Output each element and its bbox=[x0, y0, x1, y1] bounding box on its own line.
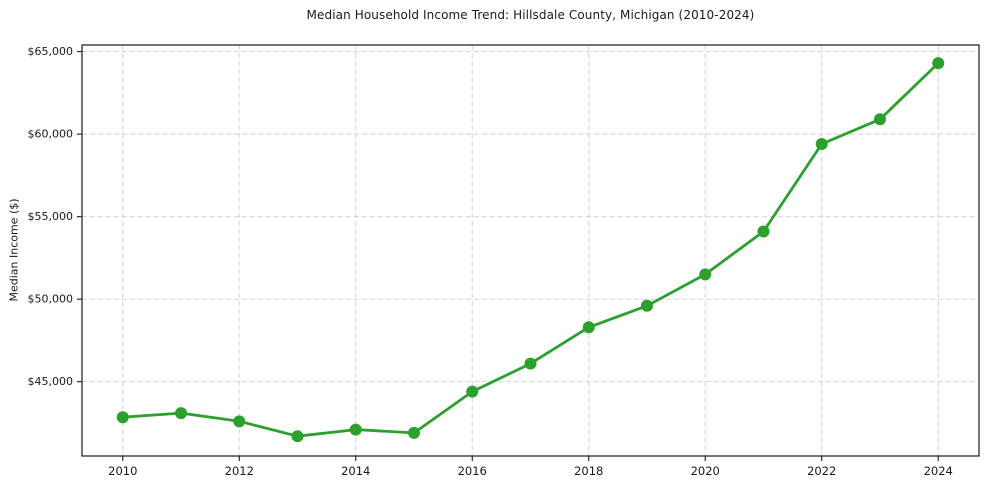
y-tick-label: $50,000 bbox=[28, 293, 74, 306]
data-point-2016 bbox=[466, 385, 479, 398]
y-tick-label: $55,000 bbox=[28, 210, 74, 223]
data-point-2014 bbox=[349, 423, 362, 436]
x-tick-label: 2022 bbox=[807, 464, 836, 478]
data-point-2018 bbox=[582, 321, 595, 334]
data-point-2021 bbox=[757, 225, 770, 238]
x-tick-label: 2014 bbox=[341, 464, 370, 478]
data-point-2019 bbox=[640, 299, 653, 312]
data-point-2010 bbox=[116, 411, 129, 424]
y-tick-label: $45,000 bbox=[28, 375, 74, 388]
x-tick-label: 2018 bbox=[574, 464, 603, 478]
x-tick-label: 2016 bbox=[458, 464, 487, 478]
chart-title: Median Household Income Trend: Hillsdale… bbox=[306, 8, 755, 22]
income-trend-line bbox=[121, 61, 940, 438]
data-point-2023 bbox=[873, 113, 886, 126]
y-tick-label: $60,000 bbox=[28, 128, 74, 141]
data-point-2020 bbox=[699, 268, 712, 281]
y-tick-label: $65,000 bbox=[28, 45, 74, 58]
data-point-2022 bbox=[815, 138, 828, 151]
data-point-2024 bbox=[932, 57, 945, 70]
data-point-2011 bbox=[175, 407, 188, 420]
data-point-2013 bbox=[291, 430, 304, 443]
data-point-2015 bbox=[408, 426, 421, 439]
data-point-2017 bbox=[524, 357, 537, 370]
x-tick-label: 2010 bbox=[108, 464, 137, 478]
x-tick-label: 2024 bbox=[924, 464, 953, 478]
data-point-2012 bbox=[233, 415, 246, 428]
plot-border bbox=[81, 44, 980, 457]
x-tick-label: 2020 bbox=[691, 464, 720, 478]
x-tick-label: 2012 bbox=[225, 464, 254, 478]
